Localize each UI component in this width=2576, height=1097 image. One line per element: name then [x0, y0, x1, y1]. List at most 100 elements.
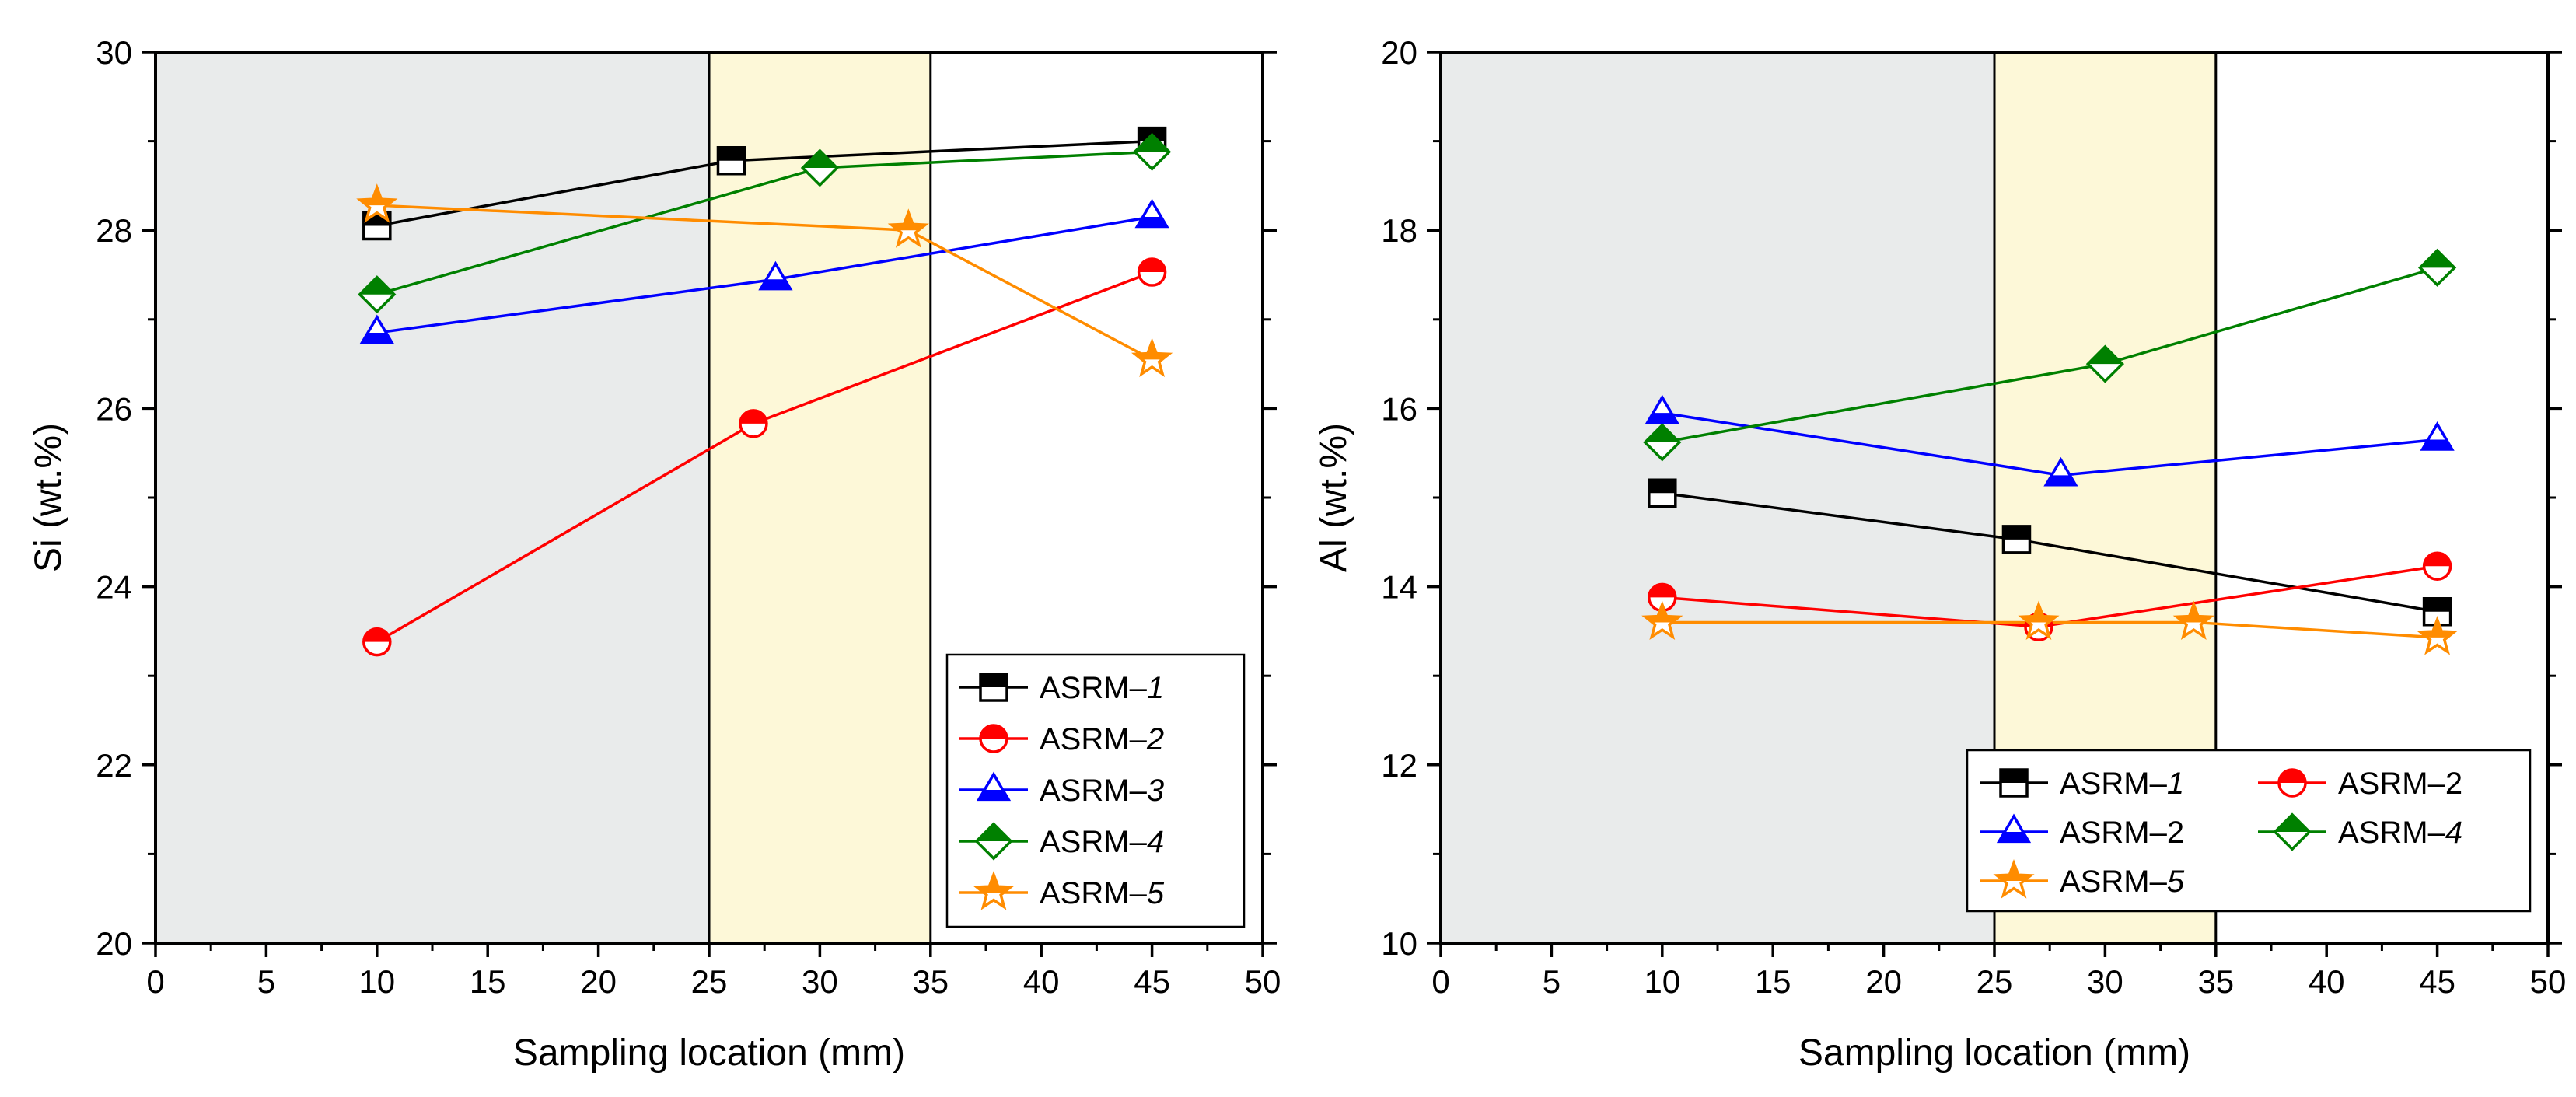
y-tick-label: 12 [1381, 747, 1417, 784]
legend-marker [2277, 768, 2307, 798]
legend-marker [973, 871, 1015, 910]
x-tick-label: 50 [1245, 963, 1281, 1000]
x-tick-label: 0 [1431, 963, 1449, 1000]
data-point-s3-1 [359, 314, 394, 344]
legend-label: ASRM–4 [1040, 825, 1164, 859]
legend-entry-1: ASRM–1 [959, 671, 1164, 705]
data-point-s5-4 [2417, 615, 2459, 655]
x-tick-label: 15 [1755, 963, 1791, 1000]
data-point-s5-3 [2172, 600, 2214, 641]
data-point-s2-2 [739, 409, 768, 438]
data-point-s3-3 [2420, 421, 2455, 451]
data-point-s4-3 [1133, 132, 1172, 171]
legend-entry-1: ASRM–1 [1980, 767, 2184, 801]
data-point-s4-2 [2085, 344, 2124, 383]
x-tick-label: 25 [691, 963, 728, 1000]
legend-marker [974, 822, 1013, 861]
y-tick-label: 10 [1381, 925, 1417, 962]
x-axis-label: Sampling location (mm) [513, 1032, 905, 1074]
x-tick-label: 35 [912, 963, 949, 1000]
data-point-s4-3 [2418, 248, 2457, 287]
legend: ASRM–1 ASRM–2 ASRM–3 ASRM–4 ASRM–5 [945, 653, 1246, 928]
x-tick-label: 40 [2309, 963, 2345, 1000]
y-tick-label: 22 [96, 747, 132, 784]
data-point-s3-1 [1645, 394, 1679, 424]
x-tick-label: 5 [1543, 963, 1561, 1000]
data-point-s1-2 [2001, 525, 2032, 554]
data-point-s5-2 [2018, 600, 2060, 641]
legend-entry-5: ASRM–5 [1980, 859, 2185, 899]
x-tick-label: 10 [358, 963, 395, 1000]
data-point-s4-2 [800, 148, 839, 187]
data-point-s3-2 [758, 260, 793, 291]
legend-marker [979, 673, 1008, 702]
legend-entry-3: ASRM–2 [1980, 813, 2184, 850]
legend-label: ASRM–5 [1040, 876, 1165, 910]
x-tick-label: 30 [2087, 963, 2123, 1000]
data-point-s2-1 [1648, 582, 1677, 613]
y-axis-label: Si (wt.%) [28, 423, 69, 572]
shaded-region-2 [709, 52, 931, 943]
data-point-s5-1 [1641, 600, 1683, 641]
legend-entry-4: ASRM–4 [2258, 812, 2462, 851]
x-tick-label: 45 [2419, 963, 2455, 1000]
x-tick-label: 25 [1977, 963, 2013, 1000]
legend-marker [1999, 768, 2029, 798]
data-point-s3-3 [1134, 198, 1169, 229]
data-point-s1-3 [2422, 596, 2452, 627]
y-tick-label: 26 [96, 390, 132, 427]
legend: ASRM–1 ASRM–2 ASRM–2 ASRM–4 ASRM–5 [1966, 749, 2532, 913]
y-tick-label: 14 [1381, 569, 1417, 606]
chart-panel-2: 0 5 10 15 20 25 30 35 40 45 50 10 12 14 16 18 20 Sampling… [1313, 34, 2566, 1074]
x-tick-label: 40 [1023, 963, 1060, 1000]
legend-box [1966, 749, 2532, 913]
legend-label: ASRM–2 [1040, 722, 1164, 756]
legend-label: ASRM–5 [2060, 865, 2185, 899]
data-point-s1-2 [716, 146, 746, 176]
data-point-s5-2 [887, 208, 929, 248]
legend-label: ASRM–3 [1040, 774, 1164, 808]
x-tick-label: 0 [146, 963, 164, 1000]
legend-entry-4: ASRM–4 [959, 822, 1164, 861]
legend-marker [1996, 813, 2032, 844]
legend-label: ASRM–1 [2060, 767, 2184, 801]
data-point-s5-1 [356, 183, 398, 223]
x-axis-label: Sampling location (mm) [1798, 1032, 2190, 1074]
y-axis-label: Al (wt.%) [1313, 423, 1354, 572]
data-point-s2-3 [1137, 257, 1167, 287]
y-tick-label: 28 [96, 212, 132, 249]
legend-marker [2273, 812, 2312, 851]
legend-marker [1993, 859, 2035, 899]
data-point-s3-2 [2043, 456, 2078, 487]
x-tick-label: 5 [257, 963, 275, 1000]
x-tick-label: 10 [1644, 963, 1680, 1000]
legend-label: ASRM–2 [2060, 816, 2184, 850]
data-point-s2-3 [2422, 551, 2452, 581]
legend-entry-2: ASRM–2 [959, 722, 1164, 756]
shaded-region-1 [156, 52, 709, 943]
y-tick-label: 16 [1381, 390, 1417, 427]
legend-label: ASRM–2 [2338, 767, 2462, 801]
x-tick-label: 15 [470, 963, 506, 1000]
data-point-s4-1 [358, 275, 397, 314]
legend-marker [976, 771, 1012, 802]
data-point-s2-1 [362, 627, 392, 657]
legend-label: ASRM–4 [2338, 816, 2462, 850]
data-point-s4-1 [1643, 423, 1682, 462]
y-tick-label: 20 [96, 925, 132, 962]
x-tick-label: 30 [802, 963, 838, 1000]
legend-entry-3: ASRM–3 [959, 771, 1164, 808]
y-tick-label: 30 [96, 34, 132, 71]
data-point-s5-3 [1131, 337, 1173, 377]
legend-entry-2: ASRM–2 [2258, 767, 2462, 801]
x-tick-label: 20 [1865, 963, 1902, 1000]
y-tick-label: 24 [96, 569, 132, 606]
legend-marker [979, 724, 1008, 753]
data-point-s1-1 [1648, 478, 1677, 508]
chart-panel-1: 0 5 10 15 20 25 30 35 40 45 50 20 22 24 26 28 30 Sampling… [28, 34, 1281, 1074]
x-tick-label: 45 [1134, 963, 1170, 1000]
y-tick-label: 18 [1381, 212, 1417, 249]
x-tick-label: 35 [2197, 963, 2234, 1000]
legend-entry-5: ASRM–5 [959, 871, 1165, 910]
